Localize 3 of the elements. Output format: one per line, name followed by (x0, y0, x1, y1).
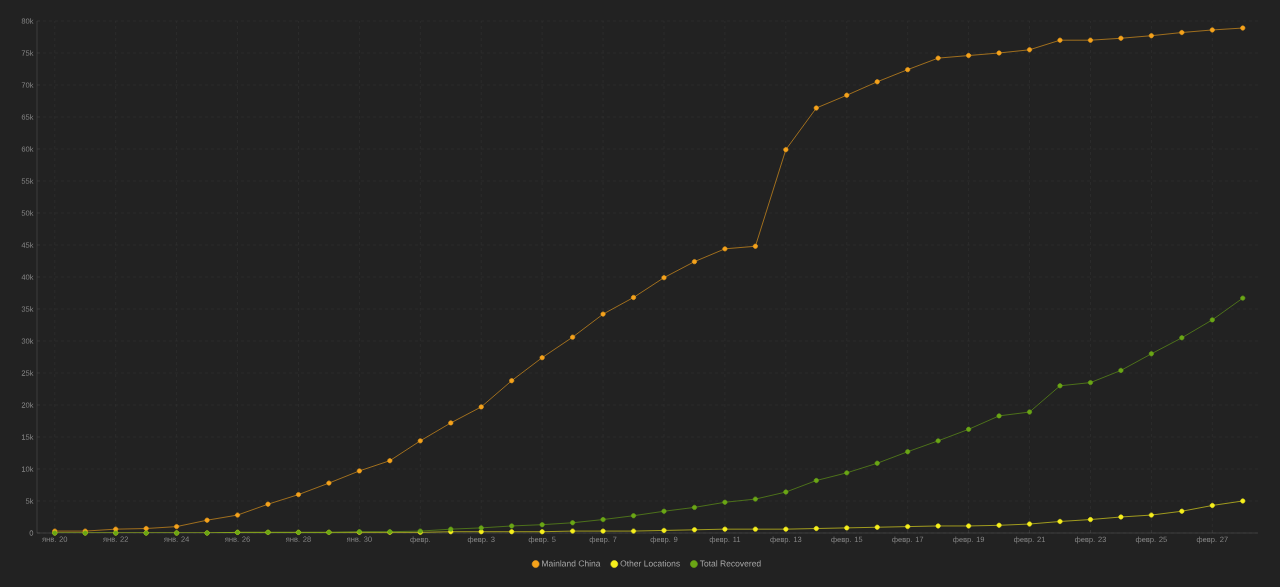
legend-label: Mainland China (542, 560, 601, 567)
legend-label: Total Recovered (699, 560, 761, 567)
legend-label: Other Locations (620, 560, 680, 567)
